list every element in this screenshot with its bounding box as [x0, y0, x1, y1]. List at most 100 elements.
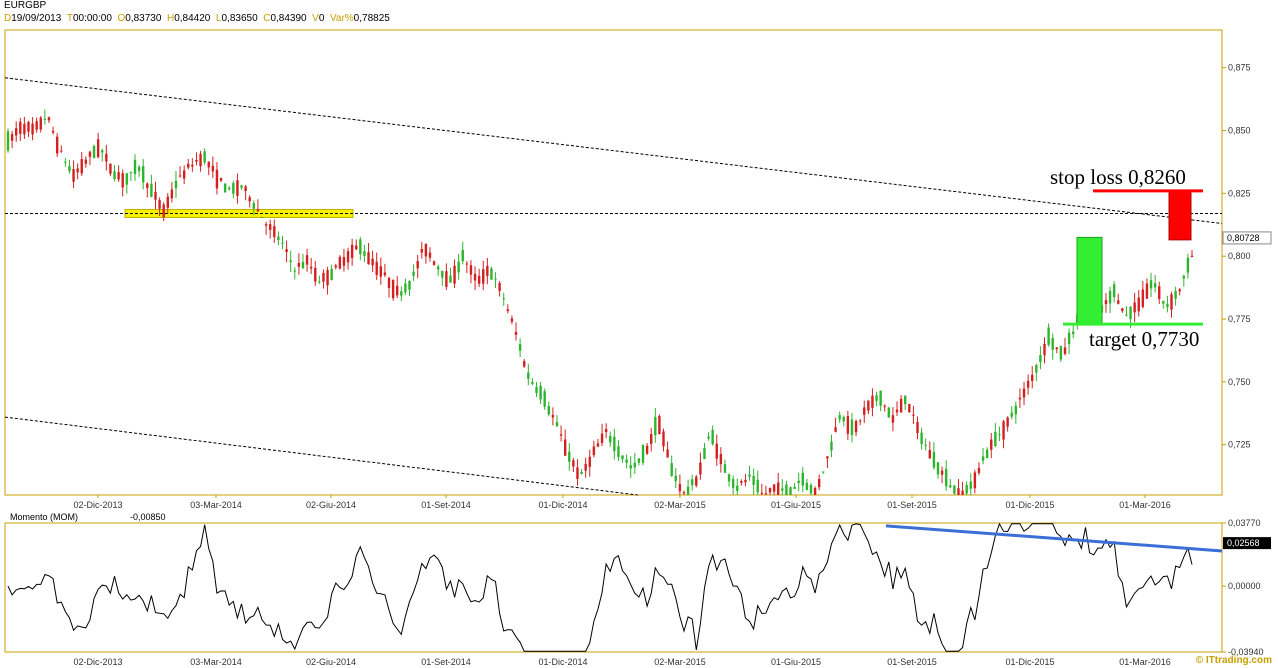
candle-body: [449, 275, 452, 283]
candle-body: [813, 488, 817, 495]
candle-body: [285, 249, 288, 253]
candle-body: [1006, 417, 1009, 427]
candle-body: [588, 456, 591, 467]
price-x-tick-label: 01-Mar-2016: [1119, 500, 1171, 510]
momentum-current-value: -0,00850: [130, 512, 166, 522]
momentum-line: [7, 522, 1193, 652]
candle-body: [559, 434, 563, 436]
candle-body: [912, 414, 915, 416]
candle-body: [396, 285, 399, 296]
price-x-tick-label: 02-Mar-2015: [654, 500, 706, 510]
candle-body: [600, 433, 604, 443]
candle-body: [445, 271, 448, 287]
candle-body: [432, 261, 436, 265]
candle-body: [535, 387, 538, 393]
candle-body: [477, 275, 481, 284]
candle-body: [248, 197, 251, 202]
candle-body: [1002, 421, 1005, 440]
candle-body: [137, 166, 141, 172]
candle-body: [158, 199, 161, 209]
candle-body: [383, 272, 387, 276]
target-label: target 0,7730: [1089, 327, 1199, 351]
candle-body: [211, 165, 215, 172]
candle-body: [510, 318, 514, 322]
candle-body: [551, 414, 555, 418]
candle-body: [854, 421, 858, 433]
candle-body: [482, 269, 485, 284]
candle-body: [891, 415, 895, 423]
price-y-tick-label: 0,725: [1228, 440, 1251, 450]
candle-body: [88, 151, 92, 157]
candle-body: [514, 331, 518, 335]
candle-body: [60, 150, 63, 152]
volume-value: 0: [318, 13, 325, 24]
candle-body: [916, 422, 919, 434]
watermark-logo: © ITtrading.com: [1195, 655, 1272, 666]
candle-body: [314, 267, 317, 282]
target-projection-box: [1076, 236, 1103, 325]
candle-body: [363, 251, 366, 256]
candle-body: [379, 266, 383, 277]
candle-body: [502, 298, 505, 300]
candle-body: [264, 224, 268, 226]
candle-body: [121, 173, 124, 188]
candle-body: [1018, 397, 1022, 400]
candle-body: [822, 471, 825, 473]
candle-body: [658, 416, 661, 435]
candle-body: [195, 159, 198, 162]
price-x-tick-label: 01-Giu-2015: [771, 500, 821, 510]
momentum-x-tick-label: 01-Set-2015: [887, 657, 937, 667]
candle-body: [908, 403, 911, 413]
candle-body: [1059, 346, 1063, 360]
candle-body: [436, 266, 440, 270]
last-price-badge: [1222, 231, 1272, 245]
candle-body: [232, 183, 235, 194]
chart-header: EURGBP: [4, 0, 46, 11]
candle-body: [547, 405, 550, 415]
candle-body: [424, 243, 428, 257]
candle-body: [727, 474, 731, 482]
candle-body: [633, 462, 637, 468]
candle-body: [981, 456, 985, 461]
price-y-tick-label: 0,850: [1228, 126, 1251, 136]
candle-body: [1043, 343, 1046, 356]
candle-body: [875, 395, 878, 401]
momentum-x-tick-label: 02-Mar-2015: [654, 657, 706, 667]
candle-body: [51, 130, 55, 133]
momentum-x-tick-label: 01-Dic-2014: [538, 657, 587, 667]
candle-body: [707, 436, 710, 439]
candle-body: [326, 270, 329, 286]
candle-body: [334, 265, 337, 268]
candle-body: [1137, 297, 1140, 312]
candle-body: [1055, 347, 1059, 350]
candle-body: [346, 251, 350, 263]
candle-body: [309, 266, 313, 269]
candle-body: [568, 451, 571, 462]
low-key: L: [215, 13, 222, 24]
candle-body: [645, 445, 649, 454]
candle-body: [400, 291, 403, 296]
candle-body: [621, 455, 624, 460]
candle-body: [10, 134, 14, 141]
candle-body: [359, 239, 362, 255]
candle-body: [899, 398, 903, 413]
momentum-last-value-text: 0,02568: [1227, 538, 1260, 548]
candle-body: [391, 279, 395, 299]
candle-body: [555, 422, 559, 427]
candle-body: [1047, 327, 1050, 345]
candle-body: [289, 260, 292, 263]
candle-body: [1129, 306, 1132, 320]
candle-body: [1186, 257, 1190, 273]
candle-body: [47, 117, 51, 121]
last-price-badge-text: 0,80728: [1227, 233, 1260, 243]
candle-body: [166, 196, 169, 208]
candle-body: [662, 431, 665, 447]
candle-body: [338, 256, 342, 269]
candle-body: [228, 187, 231, 190]
candle-body: [1035, 365, 1038, 373]
candle-body: [1112, 284, 1116, 297]
candle-body: [670, 463, 673, 476]
candle-body: [199, 153, 202, 167]
candle-body: [523, 361, 526, 367]
